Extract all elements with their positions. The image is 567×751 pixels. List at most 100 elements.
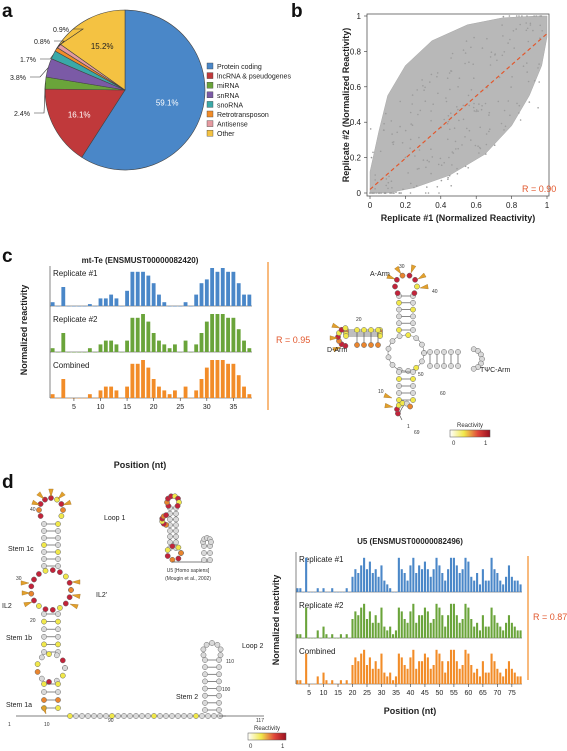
position-number: 10 xyxy=(378,389,384,395)
d-y-axis-label: Normalized reactivity xyxy=(271,575,281,666)
bar xyxy=(487,580,490,592)
scatter-point xyxy=(465,40,468,42)
nucleotide xyxy=(410,390,416,396)
bar xyxy=(461,619,464,638)
position-number: 40 xyxy=(432,289,438,295)
scatter-point xyxy=(380,192,383,194)
bar xyxy=(114,298,119,306)
position-number: 20 xyxy=(30,618,36,624)
bar xyxy=(247,294,252,306)
bar xyxy=(421,661,424,684)
legend-entry-label: snoRNA xyxy=(217,102,243,109)
legend-entry-label: Retrotransposon xyxy=(217,112,269,119)
ref-caption-2: (Mougin et al., 2002) xyxy=(165,576,211,582)
il2p-label: IL2' xyxy=(96,592,107,599)
nucleotide xyxy=(410,397,416,403)
scatter-x-axis-label: Replicate #1 (Normalized Reactivity) xyxy=(381,213,536,223)
scatter-point xyxy=(494,54,496,56)
bar xyxy=(386,584,389,592)
bar xyxy=(476,668,479,684)
scatter-point xyxy=(438,192,440,194)
nucleotide xyxy=(103,713,109,719)
nucleotide xyxy=(163,713,169,719)
d-reactivity-legend: Reactivity 0 1 xyxy=(247,726,287,750)
scatter-point xyxy=(392,143,395,146)
scatter-point xyxy=(374,188,376,190)
nucleotide xyxy=(41,681,47,687)
bar xyxy=(345,588,348,592)
bar xyxy=(438,653,441,684)
bar xyxy=(103,386,108,398)
scatter-point xyxy=(473,77,475,79)
scatter-point xyxy=(437,163,440,166)
bar xyxy=(481,615,484,638)
bar xyxy=(325,680,328,684)
bar xyxy=(423,607,426,638)
bar xyxy=(496,622,499,638)
bar xyxy=(226,363,230,398)
nucleotide xyxy=(216,657,222,663)
nucleotide xyxy=(41,633,47,640)
x-tick-label: 20 xyxy=(150,404,158,411)
bar xyxy=(87,394,92,398)
bar xyxy=(470,576,473,592)
nucleotide xyxy=(55,542,61,548)
x-tick-label: 35 xyxy=(229,404,237,411)
nucleotide xyxy=(173,528,179,534)
bar xyxy=(519,584,522,592)
bar xyxy=(380,653,383,684)
bar xyxy=(505,668,508,684)
position-number: 30 xyxy=(399,264,405,270)
bar xyxy=(354,611,357,638)
bar xyxy=(183,302,188,306)
nucleotide xyxy=(41,697,47,703)
bar xyxy=(394,630,398,638)
bar xyxy=(429,668,432,684)
scatter-point xyxy=(493,144,496,146)
nucleotide xyxy=(385,345,392,352)
bar xyxy=(114,390,119,398)
bar xyxy=(204,367,209,398)
bar xyxy=(499,672,502,684)
nucleotide xyxy=(163,512,169,518)
bar xyxy=(513,672,516,684)
nucleotide xyxy=(394,290,401,296)
scatter-point xyxy=(533,80,536,82)
bar xyxy=(409,565,412,592)
scatter-point xyxy=(417,113,419,116)
scatter-point xyxy=(501,24,503,26)
series-label: Replicate #2 xyxy=(299,601,344,610)
bar xyxy=(109,294,114,306)
bar xyxy=(368,611,371,638)
nucleotide xyxy=(419,358,425,365)
series-label: Replicate #1 xyxy=(299,555,344,564)
nucleotide xyxy=(55,563,61,569)
nucleotide xyxy=(41,611,47,617)
scatter-point xyxy=(521,15,523,17)
nucleotide xyxy=(66,579,73,586)
x-tick-label: 5 xyxy=(72,404,76,411)
bar xyxy=(242,386,246,398)
nucleotide xyxy=(36,507,42,513)
scatter-point xyxy=(439,157,442,160)
scatter-point xyxy=(456,167,458,170)
bar xyxy=(109,340,114,352)
scatter-point xyxy=(462,118,465,121)
x-tick-label: 15 xyxy=(123,404,131,411)
scatter-point xyxy=(448,174,451,177)
scatter-point xyxy=(447,176,449,179)
nucleotide xyxy=(368,327,374,333)
c-x-axis-label: Position (nt) xyxy=(114,460,167,470)
pie-value-labels: 59.1% 16.1% 2.4% 3.8% 1.7% 0.8%0.9% 15.2% xyxy=(10,27,179,120)
bar xyxy=(435,557,438,592)
scatter-point xyxy=(457,147,460,150)
bar xyxy=(130,271,135,306)
bar xyxy=(412,603,415,638)
bar xyxy=(418,565,421,592)
scatter-point xyxy=(424,86,426,89)
bar xyxy=(499,626,502,638)
bar xyxy=(354,569,357,592)
scatter-point xyxy=(466,127,468,130)
bar xyxy=(363,603,366,638)
